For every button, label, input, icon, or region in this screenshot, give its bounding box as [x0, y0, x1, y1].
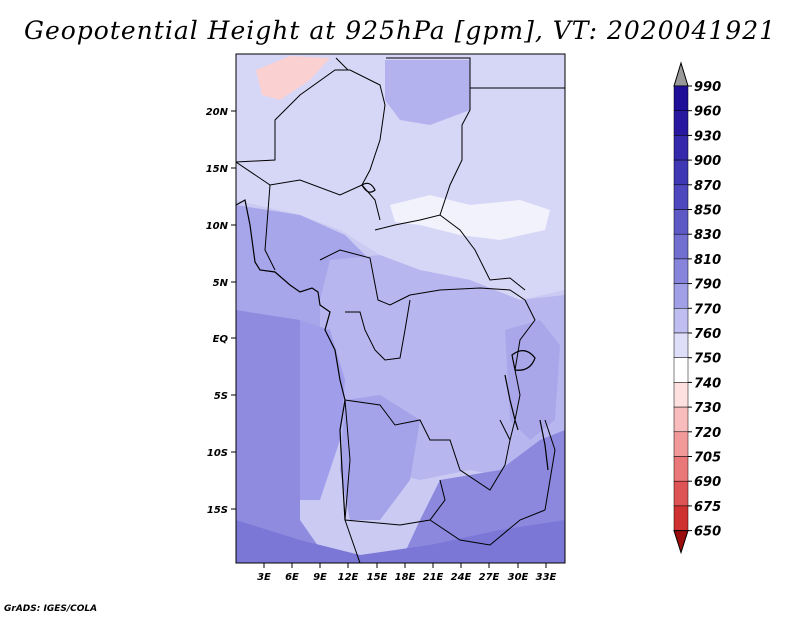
- lon-label-6e: 6E: [285, 572, 299, 583]
- colorbar-label: 870: [694, 179, 721, 194]
- colorbar: 990 960 930 900 870 850 830 810 790 770 760 750 740 7…: [673, 61, 721, 555]
- colorbar-swatch: [673, 233, 689, 260]
- border-niger-chad: [335, 57, 471, 216]
- lat-label-10s: 10S: [207, 448, 228, 459]
- lon-label-30e: 30E: [508, 572, 529, 583]
- coast-west-africa: [236, 199, 346, 401]
- colorbar-label: 810: [694, 253, 721, 268]
- field-lake-region: [505, 320, 560, 440]
- colorbar-label: 730: [694, 401, 721, 416]
- lat-label-5s: 5S: [214, 391, 228, 402]
- field-north-light: [236, 54, 565, 300]
- colorbar-bottom-arrow: [673, 530, 689, 555]
- colorbar-label: 675: [694, 500, 721, 515]
- colorbar-swatch: [673, 159, 689, 186]
- border-cameroon-congo: [319, 249, 411, 306]
- colorbar-label: 900: [694, 154, 721, 169]
- colorbar-swatch: [673, 456, 689, 482]
- colorbar-label: 770: [694, 302, 721, 317]
- colorbar-swatch: [673, 209, 689, 235]
- colorbar-swatch: [673, 283, 689, 309]
- field-coastal: [300, 320, 345, 500]
- lon-label-33e: 33E: [536, 572, 557, 583]
- lon-label-24e: 24E: [451, 572, 472, 583]
- field-white-band: [390, 195, 550, 240]
- lat-label-20n: 20N: [206, 107, 229, 118]
- colorbar-swatch: [673, 382, 689, 408]
- lat-label-10n: 10N: [206, 221, 229, 232]
- lake-tanganyika: [504, 374, 519, 431]
- colorbar-label: 705: [694, 451, 721, 466]
- lon-label-9e: 9E: [313, 572, 327, 583]
- lon-label-21e: 21E: [423, 572, 444, 583]
- lake-malawi: [539, 419, 549, 471]
- colorbar-label: 790: [694, 278, 721, 293]
- lon-label-27e: 27E: [479, 572, 500, 583]
- lon-label-18e: 18E: [395, 572, 416, 583]
- border-drc-north: [409, 287, 526, 301]
- border-namibia: [344, 509, 546, 563]
- lat-label-15n: 15N: [206, 164, 229, 175]
- colorbar-swatch: [673, 184, 689, 210]
- colorbar-label: 830: [694, 228, 721, 243]
- border-drc-west: [345, 299, 411, 361]
- lake-chad: [361, 182, 376, 193]
- colorbar-swatch: [673, 357, 689, 383]
- border-nigeria-cameroon: [264, 184, 276, 271]
- colorbar-swatch: [673, 135, 689, 161]
- colorbar-swatch: [673, 85, 689, 111]
- colorbar-label: 990: [694, 80, 721, 95]
- border-car: [374, 214, 526, 291]
- border-mozambique: [544, 419, 556, 511]
- colorbar-label: 960: [694, 105, 721, 120]
- lake-victoria: [511, 350, 536, 371]
- lat-axis: 20N 15N 10N 5N EQ 5S 10S 15S: [206, 107, 236, 516]
- lon-label-15e: 15E: [367, 572, 388, 583]
- country-borders: [236, 57, 565, 563]
- colorbar-label: 750: [694, 352, 721, 367]
- field-pink-patch: [256, 56, 330, 100]
- lat-label-eq: EQ: [213, 334, 229, 345]
- colorbar-swatch: [673, 406, 689, 433]
- map-title: Geopotential Height at 925hPa [gpm], VT:…: [23, 16, 777, 45]
- colorbar-label: 740: [694, 376, 721, 391]
- colorbar-swatch: [673, 308, 689, 334]
- lat-label-15s: 15S: [207, 505, 228, 516]
- field-angola: [340, 395, 420, 520]
- colorbar-label: 760: [694, 327, 721, 342]
- lat-label-5n: 5N: [213, 278, 229, 289]
- field-saharan-patch: [385, 60, 470, 125]
- coastlines: [236, 182, 549, 521]
- height-field: [236, 54, 565, 563]
- colorbar-swatch: [673, 505, 689, 531]
- colorbar-top-arrow: [673, 61, 689, 87]
- lon-label-12e: 12E: [338, 572, 359, 583]
- coast-south: [339, 399, 346, 521]
- colorbar-swatch: [673, 431, 689, 457]
- colorbar-label: 690: [694, 475, 721, 490]
- colorbar-label: 720: [694, 426, 721, 441]
- grads-credit: GrADS: IGES/COLA: [4, 604, 98, 614]
- border-drc-south: [344, 399, 511, 491]
- colorbar-swatch: [673, 332, 689, 358]
- colorbar-label: 850: [694, 204, 721, 219]
- lon-label-3e: 3E: [257, 572, 271, 583]
- colorbar-swatch: [673, 480, 689, 507]
- colorbar-swatch: [673, 258, 689, 284]
- border-angola-zambia: [344, 399, 446, 526]
- border-sahara-north: [236, 69, 386, 186]
- lon-axis: 3E 6E 9E 12E 15E 18E 21E 24E 27E 30E 33E: [257, 563, 557, 583]
- colorbar-label: 930: [694, 129, 721, 144]
- map-frame: [235, 53, 566, 564]
- field-south-deep: [236, 520, 565, 563]
- colorbar-label: 650: [694, 525, 721, 540]
- colorbar-swatch: [673, 110, 689, 136]
